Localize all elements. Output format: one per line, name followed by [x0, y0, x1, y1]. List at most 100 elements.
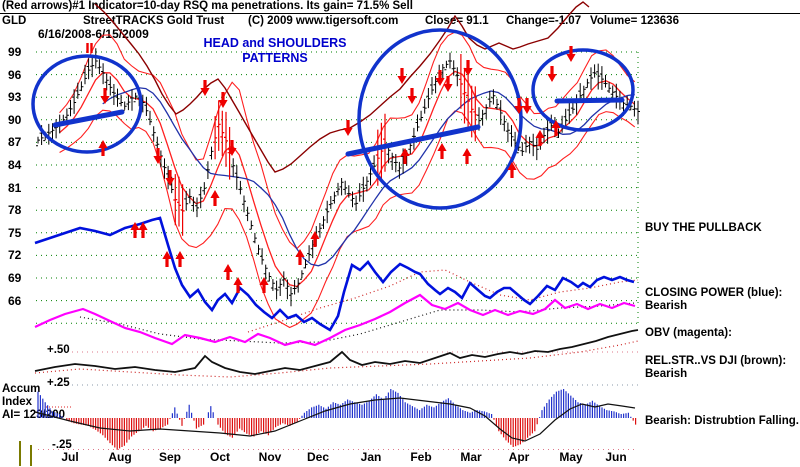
- price-axis-label: 66: [8, 293, 22, 308]
- pattern-title-line2: PATTERNS: [242, 51, 308, 65]
- rsq-ma-line: [59, 70, 636, 288]
- buy-signal-arrow-up: [437, 143, 447, 159]
- rel-str-state: Bearish: [645, 368, 688, 380]
- sell-signal-arrow-down: [435, 70, 445, 86]
- price-axis-label: 96: [8, 67, 22, 82]
- sell-signal-arrow-down: [547, 66, 557, 82]
- price-axis-label: 78: [8, 203, 22, 218]
- indicator-headline: (Red arrows)#1 Indicator=10-day RSQ ma p…: [2, 0, 413, 12]
- sell-signal-arrow-down: [566, 46, 576, 62]
- month-axis-label: Jun: [605, 450, 627, 464]
- buy-signal-arrow-up: [259, 277, 269, 293]
- month-axis-label: Dec: [306, 450, 329, 464]
- accum-index-ma-line: [34, 397, 636, 442]
- buy-signal-arrow-up: [535, 130, 545, 146]
- close-value: Close= 91.1: [425, 15, 489, 27]
- buy-pullback-note: BUY THE PULLBACK: [645, 222, 762, 234]
- buy-signal-arrow-up: [138, 222, 148, 238]
- month-axis-label: Jul: [61, 450, 79, 464]
- sell-signal-arrow-down: [343, 120, 353, 136]
- price-axis-label: 69: [8, 270, 22, 285]
- price-axis-label: 84: [8, 157, 22, 172]
- buy-signal-arrow-up: [400, 148, 410, 164]
- rsq-lower-band-line: [59, 109, 636, 329]
- accum-index-value: AI= 123/200: [2, 409, 65, 421]
- price-bars-red: [173, 54, 478, 236]
- volume-value: Volume= 123636: [590, 15, 679, 27]
- plus50-scale-label: +.50: [47, 344, 70, 356]
- ticker-symbol: GLD: [2, 15, 27, 27]
- sell-signal-arrow-down: [463, 60, 473, 76]
- sell-signal-arrow-down: [514, 98, 524, 114]
- sell-signal-arrow-down: [100, 88, 110, 104]
- obv-magenta-line: [34, 293, 636, 347]
- month-axis-label: May: [559, 450, 583, 464]
- sell-signal-arrow-down: [407, 88, 417, 104]
- minus25-scale-label: -.25: [52, 439, 72, 451]
- neckline-trendline: [554, 97, 625, 104]
- rel-strength-vs-dji-brown-line: [94, 1, 590, 173]
- buy-signal-arrow-up: [223, 264, 233, 280]
- buy-signal-arrow-up: [295, 249, 305, 265]
- sell-signal-arrow-down: [227, 140, 237, 156]
- accum-index-histogram-positive: [37, 389, 632, 418]
- month-axis-label: Apr: [508, 450, 530, 464]
- buy-signal-arrow-up: [162, 251, 172, 267]
- head-and-shoulders-ellipse: [31, 54, 143, 154]
- buy-signal-arrow-up: [551, 120, 561, 136]
- pattern-title: HEAD and SHOULDERS PATTERNS: [190, 36, 360, 66]
- sell-signal-arrow-down: [397, 68, 407, 84]
- month-axis-label: Nov: [258, 450, 282, 464]
- price-axis-label: 93: [8, 90, 22, 105]
- accum-index-label-1: Accum: [2, 383, 41, 395]
- closing-power-ma-dotted-line: [247, 269, 639, 333]
- closing-power-blue-line: [34, 216, 635, 332]
- sell-signal-arrow-down: [443, 76, 453, 92]
- rel-str-label: REL.STR..VS DJI (brown):: [645, 355, 787, 367]
- header-separator: [0, 13, 800, 14]
- buy-signal-arrow-up: [233, 277, 243, 293]
- buy-signal-arrow-up: [98, 140, 108, 156]
- pattern-title-line1: HEAD and SHOULDERS: [203, 36, 347, 50]
- neckline-trendline: [345, 124, 481, 157]
- month-axis-label: Jan: [360, 450, 382, 464]
- rel-str-black-line: [34, 329, 639, 375]
- head-top-double-tick-mark: [86, 43, 89, 53]
- copyright-text: (C) 2009 www.tigersoft.com: [248, 15, 399, 27]
- plus25-scale-label: +.25: [47, 377, 70, 389]
- axis-artifact-mark: [19, 441, 21, 466]
- distribution-note: Bearish: Distrubtion Falling.: [645, 415, 799, 427]
- buy-signal-arrow-up: [130, 222, 140, 238]
- change-value: Change=-1.07: [506, 15, 582, 27]
- sell-signal-arrow-down: [522, 98, 532, 114]
- rel-str-ma-dotted-line: [34, 340, 639, 378]
- head-and-shoulders-ellipse: [357, 28, 523, 210]
- price-axis-label: 75: [8, 225, 22, 240]
- month-axis-label: Mar: [460, 450, 482, 464]
- price-bars-black: [36, 48, 640, 307]
- head-and-shoulders-ellipse: [531, 48, 635, 132]
- sell-signal-arrow-down: [218, 92, 228, 108]
- accum-index-histogram-negative: [66, 418, 637, 450]
- month-axis-label: Aug: [108, 450, 132, 464]
- price-axis-label: 81: [8, 180, 22, 195]
- buy-signal-arrow-up: [507, 162, 517, 178]
- buy-signal-arrow-up: [210, 190, 220, 206]
- price-moving-average-line: [102, 87, 635, 267]
- neckline-trendline: [52, 109, 125, 128]
- head-top-double-tick-mark: [90, 43, 93, 53]
- sell-signal-arrow-down: [153, 148, 163, 164]
- buy-signal-arrow-up: [310, 231, 320, 247]
- accum-index-label-2: Index: [2, 396, 33, 408]
- axis-artifact-mark-2: [30, 445, 32, 466]
- closing-power-state: Bearish: [645, 300, 688, 312]
- month-axis-label: Sep: [158, 450, 181, 464]
- date-range-label: 6/16/2008-6/15/2009: [38, 27, 149, 41]
- closing-power-label: CLOSING POWER (blue):: [645, 287, 783, 299]
- price-axis-label: 87: [8, 135, 22, 150]
- buy-signal-arrow-up: [175, 251, 185, 267]
- month-axis-label: Feb: [410, 450, 432, 464]
- price-axis-label: 99: [8, 45, 22, 59]
- obv-ma-dotted-line: [79, 302, 636, 344]
